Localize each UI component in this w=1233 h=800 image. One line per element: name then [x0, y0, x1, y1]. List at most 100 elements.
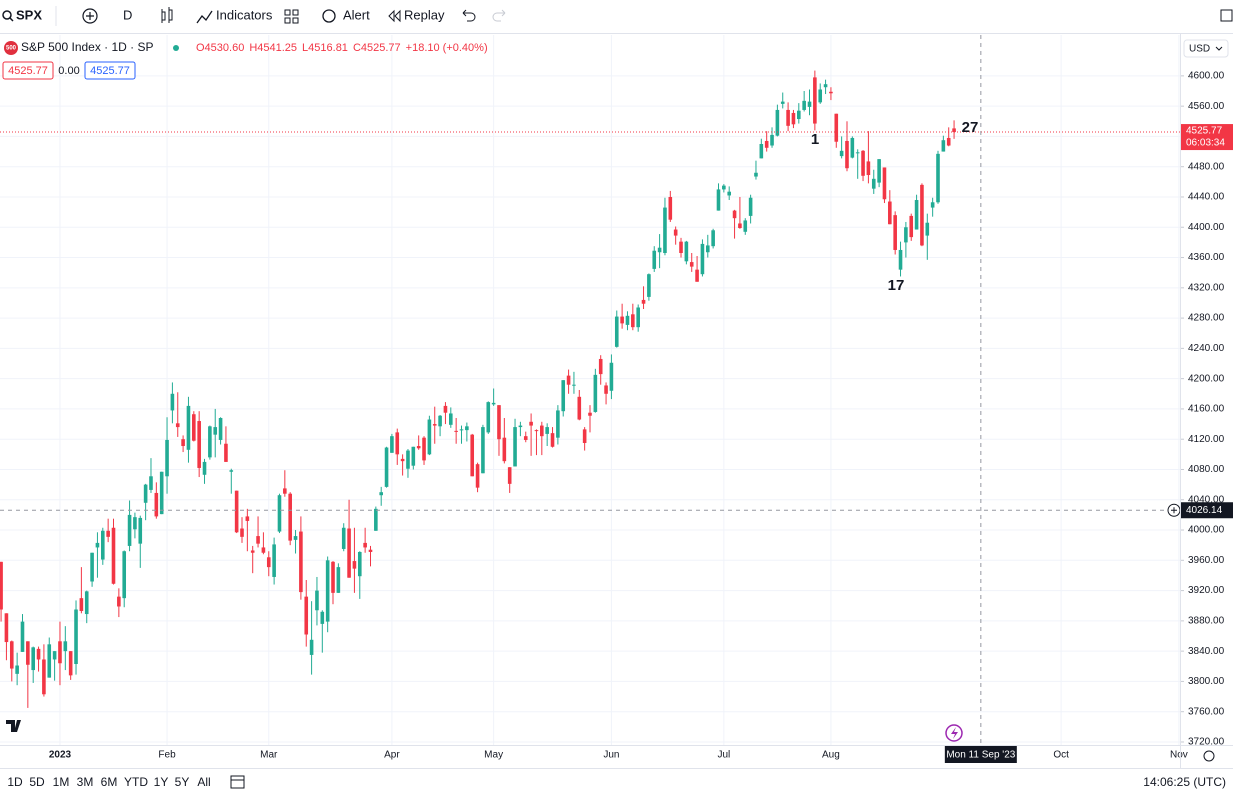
- candle-body: [839, 150, 844, 157]
- candle-body: [909, 215, 914, 238]
- candle-body: [534, 430, 539, 432]
- layouts-button[interactable]: [284, 9, 299, 24]
- candle-body: [877, 159, 881, 183]
- currency-button[interactable]: [1183, 39, 1229, 58]
- symbol[interactable]: SPX: [16, 7, 42, 22]
- candle-body: [780, 101, 785, 104]
- range-button[interactable]: 1D: [7, 775, 23, 789]
- range-button[interactable]: 5Y: [175, 775, 190, 789]
- fullscreen-button[interactable]: [1220, 9, 1233, 22]
- candle-body: [58, 641, 62, 664]
- candle-body: [684, 241, 689, 262]
- range-button[interactable]: YTD: [124, 775, 148, 789]
- candle-body: [52, 651, 57, 660]
- candle-body: [229, 470, 234, 472]
- redo-button[interactable]: [492, 9, 506, 22]
- y-tick-label: 3920.00: [1188, 585, 1225, 596]
- candle-body: [936, 153, 940, 203]
- candle-body: [855, 152, 860, 154]
- candle-body: [95, 542, 100, 548]
- range-button[interactable]: 3M: [77, 775, 94, 789]
- candle-body: [111, 527, 116, 584]
- candle-body: [352, 561, 357, 569]
- settings-button[interactable]: [1203, 750, 1215, 762]
- ohlc-value: H4541.25: [249, 42, 297, 54]
- y-tick-label: 4120.00: [1188, 434, 1225, 445]
- candle-body: [186, 405, 191, 450]
- range-button[interactable]: 6M: [101, 775, 118, 789]
- candle-body: [240, 528, 244, 537]
- candle-body: [823, 84, 828, 88]
- range-button[interactable]: 1Y: [154, 775, 169, 789]
- range-button[interactable]: 5D: [29, 775, 45, 789]
- alert-icon: [322, 9, 336, 23]
- chart-type-button[interactable]: [161, 7, 173, 23]
- candle-body: [127, 514, 132, 546]
- symbol-logo: [4, 41, 18, 55]
- search-icon[interactable]: [2, 10, 12, 20]
- candle-body: [722, 185, 726, 190]
- candle-body: [154, 492, 159, 517]
- candle-body: [486, 402, 491, 433]
- ohlc-value: O4530.60: [196, 42, 244, 54]
- candle-body: [625, 315, 630, 325]
- candle-body: [657, 247, 662, 253]
- x-tick-label: Mar: [260, 750, 278, 761]
- candle-body: [786, 109, 790, 126]
- y-tick-label: 3840.00: [1188, 646, 1225, 657]
- replay-button[interactable]: Replay: [404, 7, 445, 22]
- candle-body: [845, 140, 849, 169]
- candle-body: [379, 492, 383, 496]
- candle-body: [422, 437, 426, 461]
- range-button[interactable]: 1M: [53, 775, 70, 789]
- candle-body: [952, 128, 956, 133]
- candle-body: [0, 561, 3, 610]
- indicators-button[interactable]: Indicators: [216, 7, 273, 22]
- chart: 3720.00 3760.00 3800.00 3840.00 3880.00 3920.…: [0, 35, 1233, 763]
- candle-body: [336, 567, 341, 593]
- candle-body: [363, 542, 367, 548]
- candle-body: [357, 551, 362, 577]
- y-tick-label: 3960.00: [1188, 555, 1225, 566]
- compare-button[interactable]: [82, 8, 98, 24]
- candle-body: [502, 437, 507, 462]
- crosshair-date: Mon 11 Sep '23: [946, 750, 1015, 761]
- candle-body: [893, 215, 897, 250]
- candle-body: [898, 249, 903, 270]
- spread: 0.00: [58, 65, 79, 77]
- bid-price: 4525.77: [8, 65, 48, 77]
- candle-body: [636, 307, 640, 328]
- currency: USD: [1189, 44, 1210, 55]
- candle-body: [497, 405, 501, 440]
- candle-body: [604, 385, 608, 394]
- candle-body: [283, 488, 287, 494]
- candle-body: [679, 241, 683, 253]
- candle-body: [946, 137, 951, 146]
- crosshair-date-box: [944, 746, 1017, 763]
- candle-body: [395, 432, 400, 455]
- candle-body: [668, 196, 673, 220]
- undo-button[interactable]: [462, 9, 476, 22]
- alert-button[interactable]: Alert: [343, 7, 370, 22]
- y-tick-label: 3720.00: [1188, 737, 1225, 748]
- candle-body: [406, 450, 410, 469]
- range-button[interactable]: All: [197, 775, 210, 789]
- candle-body: [572, 384, 576, 386]
- date-range-button[interactable]: [230, 775, 245, 789]
- candle-body: [577, 396, 582, 420]
- candle-body: [68, 651, 73, 676]
- candle-body: [620, 316, 624, 324]
- candle-body: [374, 508, 378, 531]
- candle-body: [550, 433, 555, 447]
- interval[interactable]: D: [123, 7, 132, 22]
- candle-body: [26, 641, 30, 665]
- candle-body: [716, 189, 721, 211]
- candle-body: [20, 621, 25, 652]
- candle-body: [224, 443, 228, 462]
- candle-body: [416, 446, 421, 449]
- candle-body: [663, 207, 667, 253]
- candle-body: [732, 210, 737, 219]
- plus-icon: [1171, 507, 1177, 514]
- annotation: 1: [811, 131, 819, 148]
- candle-body: [700, 243, 705, 275]
